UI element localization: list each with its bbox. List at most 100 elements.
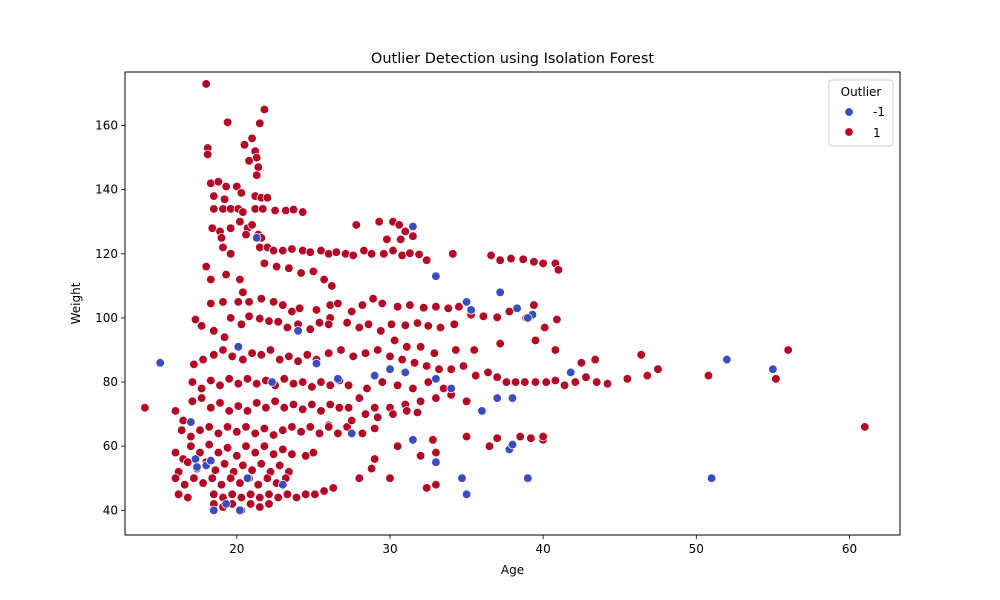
data-point-outlier [431, 374, 441, 384]
data-point-outlier [477, 406, 487, 416]
data-point-inlier [238, 460, 248, 471]
data-point-inlier [226, 473, 236, 483]
data-point-inlier [405, 248, 415, 258]
legend-title: Outlier [841, 85, 882, 99]
y-tick-label: 40 [103, 503, 118, 517]
data-point-inlier [245, 489, 256, 499]
data-point-inlier [334, 403, 345, 413]
data-point-inlier [218, 297, 228, 307]
data-point-inlier [415, 342, 426, 352]
data-point-inlier [271, 261, 282, 272]
data-point-inlier [366, 463, 377, 474]
data-point-inlier [305, 324, 315, 334]
data-point-inlier [198, 478, 208, 488]
data-point-inlier [222, 443, 233, 453]
legend-marker-pos1 [844, 127, 854, 137]
data-point-inlier [581, 372, 591, 382]
data-point-outlier [242, 473, 253, 483]
data-point-inlier [415, 451, 426, 461]
data-point-inlier [170, 447, 181, 458]
data-point-inlier [275, 460, 285, 471]
y-tick-label: 60 [103, 439, 118, 453]
data-point-inlier [262, 473, 273, 483]
data-point-inlier [422, 483, 432, 493]
data-point-inlier [279, 403, 289, 413]
data-point-inlier [268, 430, 279, 440]
data-point-inlier [178, 415, 188, 426]
data-point-inlier [258, 204, 268, 214]
data-point-inlier [255, 313, 265, 324]
data-point-outlier [233, 342, 243, 352]
data-point-inlier [526, 433, 536, 443]
data-point-inlier [221, 181, 231, 192]
data-point-inlier [396, 234, 406, 245]
data-point-inlier [273, 317, 283, 327]
data-point-inlier [305, 422, 315, 432]
data-point-inlier [408, 383, 418, 394]
data-point-inlier [201, 261, 211, 272]
y-tick-label: 80 [103, 375, 118, 389]
data-point-inlier [342, 422, 352, 432]
data-point-inlier [370, 454, 380, 464]
data-point-inlier [506, 253, 516, 264]
data-point-outlier [267, 377, 277, 387]
data-point-inlier [233, 401, 243, 411]
data-point-inlier [362, 383, 372, 394]
data-point-inlier [552, 314, 562, 325]
data-point-inlier [187, 377, 198, 387]
data-point-inlier [204, 439, 214, 450]
data-point-inlier [206, 403, 216, 413]
data-point-inlier [288, 204, 299, 215]
data-point-inlier [370, 403, 380, 413]
data-point-inlier [478, 311, 489, 321]
data-point-inlier [261, 403, 271, 413]
data-point-inlier [196, 383, 207, 394]
data-point-inlier [428, 435, 438, 445]
data-point-inlier [333, 428, 343, 439]
data-point-inlier [448, 249, 458, 259]
data-point-inlier [278, 444, 288, 455]
data-point-inlier [449, 319, 459, 329]
data-point-inlier [354, 322, 364, 333]
data-point-inlier [259, 441, 270, 451]
data-point-inlier [415, 396, 426, 406]
data-point-inlier [461, 396, 472, 406]
data-point-inlier [195, 425, 205, 435]
data-point-inlier [388, 409, 398, 419]
data-point-inlier [270, 205, 280, 216]
data-point-inlier [222, 422, 233, 432]
data-point-inlier [232, 181, 242, 192]
data-point-inlier [376, 326, 386, 336]
data-point-inlier [471, 370, 481, 381]
data-point-inlier [294, 303, 305, 313]
data-point-outlier [206, 455, 216, 466]
x-axis-ticks: 20 30 40 50 60 [229, 535, 857, 556]
data-point-outlier [221, 499, 231, 509]
data-point-inlier [360, 409, 371, 419]
data-point-inlier [431, 393, 441, 403]
data-point-inlier [324, 249, 334, 259]
data-point-outlier [507, 439, 518, 450]
data-point-inlier [354, 393, 364, 403]
data-point-inlier [703, 370, 714, 381]
legend-label-neg1: -1 [873, 105, 885, 119]
data-point-inlier [392, 380, 403, 390]
data-point-inlier [140, 403, 150, 413]
data-point-inlier [408, 231, 418, 241]
data-point-inlier [419, 303, 429, 313]
data-point-inlier [385, 473, 395, 483]
data-point-inlier [515, 431, 525, 442]
plot-frame [124, 71, 901, 536]
data-point-outlier [507, 393, 518, 403]
data-point-inlier [241, 229, 251, 240]
data-point-inlier [504, 306, 515, 317]
data-point-inlier [377, 298, 387, 309]
data-point-inlier [278, 300, 288, 310]
data-point-inlier [207, 473, 217, 483]
data-point-inlier [190, 314, 201, 325]
data-point-inlier [314, 318, 325, 328]
legend-marker-neg1 [844, 107, 854, 117]
data-point-inlier [316, 245, 326, 256]
data-point-inlier [226, 313, 236, 323]
